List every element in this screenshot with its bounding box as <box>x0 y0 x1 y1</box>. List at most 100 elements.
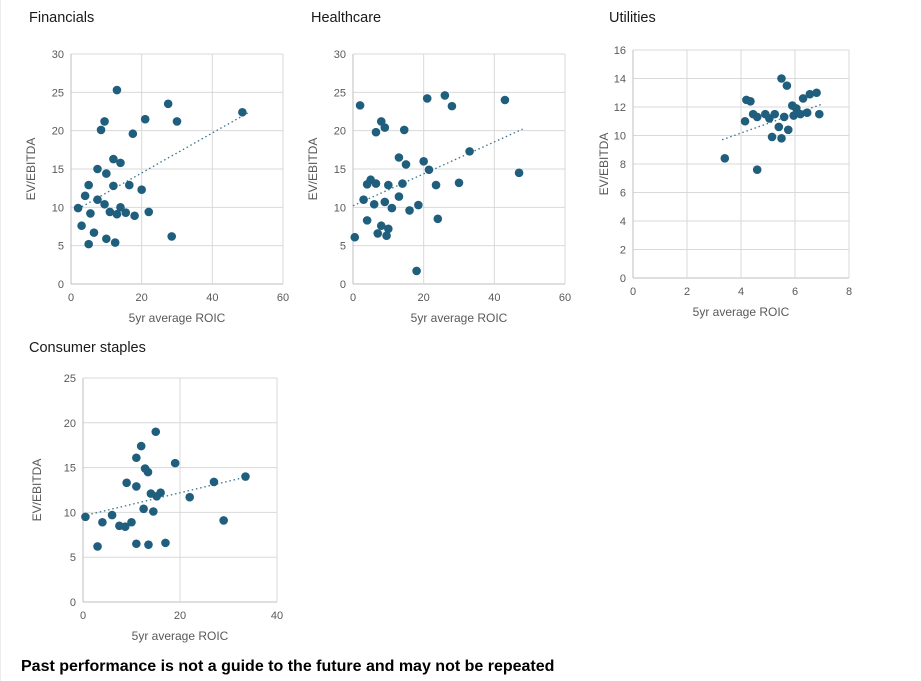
y-tick-label: 2 <box>620 245 626 257</box>
y-tick-label: 25 <box>64 373 76 385</box>
data-point <box>84 239 93 249</box>
chart-utilities: Utilities 0 2 4 6 8 0 2 4 6 8 10 12 14 16 5yr average … <box>597 4 861 330</box>
data-point <box>84 180 93 190</box>
x-tick-label: 20 <box>136 292 148 304</box>
data-point <box>109 154 118 164</box>
scatter-plot-consumer-staples: 0 20 40 0 5 10 15 20 25 5yr average ROIC EV/EBITDA <box>30 373 283 643</box>
data-point <box>73 203 83 213</box>
chart-title-utilities: Utilities <box>609 10 656 26</box>
data-point <box>120 522 130 532</box>
x-axis-title: 5yr average ROIC <box>693 305 790 319</box>
y-tick-label: 15 <box>334 164 346 176</box>
data-point <box>783 125 793 135</box>
y-tick-label: 0 <box>70 597 76 609</box>
y-tick-label: 25 <box>52 87 64 99</box>
y-tick-label: 20 <box>334 126 346 138</box>
y-tick-label: 16 <box>614 45 626 57</box>
data-point <box>144 207 154 217</box>
y-tick-label: 10 <box>334 202 346 214</box>
data-point <box>109 181 118 191</box>
gridlines <box>632 49 850 279</box>
y-tick-label: 0 <box>58 279 64 291</box>
tick-labels: 0 20 40 0 5 10 15 20 25 <box>64 373 283 622</box>
y-tick-label: 14 <box>614 74 626 86</box>
data-point <box>752 165 762 174</box>
gridlines <box>82 377 278 603</box>
data-point <box>770 109 780 119</box>
data-point <box>454 178 464 188</box>
data-point <box>812 88 821 98</box>
data-point <box>779 112 789 122</box>
y-tick-label: 5 <box>340 241 346 253</box>
data-point <box>185 492 194 502</box>
data-point <box>80 191 90 201</box>
footer-disclaimer: Past performance is not a guide to the f… <box>21 658 555 675</box>
data-point <box>128 129 138 139</box>
data-point <box>720 154 730 163</box>
tick-labels: 0 2 4 6 8 0 2 4 6 8 10 12 14 16 <box>614 45 852 298</box>
data-point <box>350 232 360 242</box>
data-point <box>371 127 381 137</box>
chart-financials: Financials 0 20 40 60 0 5 10 15 20 25 30 5yr averag… <box>19 4 293 334</box>
scatter-points <box>81 427 250 551</box>
data-point <box>405 206 414 215</box>
data-point <box>424 165 434 175</box>
data-point <box>387 203 397 213</box>
y-tick-label: 15 <box>64 463 76 475</box>
x-tick-label: 60 <box>277 292 289 304</box>
data-point <box>100 199 109 209</box>
data-point <box>100 117 109 126</box>
data-point <box>209 477 219 487</box>
data-point <box>102 234 111 244</box>
y-tick-label: 20 <box>52 126 64 138</box>
data-point <box>355 101 365 110</box>
data-point <box>362 216 372 225</box>
data-point <box>802 108 812 117</box>
data-point <box>132 453 141 463</box>
data-point <box>401 160 411 169</box>
x-tick-label: 4 <box>738 286 744 298</box>
data-point <box>805 89 815 99</box>
data-point <box>767 132 777 142</box>
data-point <box>143 467 153 477</box>
data-point <box>107 510 117 520</box>
x-tick-label: 6 <box>792 286 798 298</box>
data-point <box>362 180 372 189</box>
data-point <box>782 81 792 90</box>
x-tick-label: 0 <box>630 286 636 298</box>
x-axis-title: 5yr average ROIC <box>132 629 229 643</box>
data-point <box>132 539 141 549</box>
data-point <box>789 111 798 120</box>
data-point <box>796 109 805 119</box>
data-point <box>219 516 228 525</box>
data-point <box>81 512 90 522</box>
x-axis-title: 5yr average ROIC <box>129 311 226 325</box>
data-point <box>116 158 125 168</box>
gridlines <box>70 53 284 285</box>
data-point <box>740 116 750 126</box>
chart-title-consumer-staples: Consumer staples <box>29 340 146 356</box>
data-point <box>514 168 524 178</box>
y-axis-title: EV/EBITDA <box>306 138 320 201</box>
data-point <box>422 94 432 103</box>
data-point <box>116 203 125 212</box>
data-point <box>798 94 808 103</box>
x-tick-label: 40 <box>488 292 500 304</box>
y-tick-label: 25 <box>334 87 346 99</box>
chart-title-financials: Financials <box>29 10 95 26</box>
data-point <box>373 229 383 238</box>
data-point <box>359 195 368 204</box>
data-point <box>136 441 146 451</box>
data-point <box>380 123 390 132</box>
data-point <box>77 221 86 231</box>
data-point <box>414 200 423 210</box>
data-point <box>419 157 428 166</box>
trendline <box>721 103 823 141</box>
data-point <box>394 153 404 162</box>
y-tick-label: 5 <box>70 552 76 564</box>
scatter-plot-financials: 0 20 40 60 0 5 10 15 20 25 30 5yr average ROIC EV/EB… <box>24 49 289 325</box>
x-tick-label: 60 <box>559 292 571 304</box>
x-tick-label: 0 <box>350 292 356 304</box>
data-point <box>465 147 474 156</box>
